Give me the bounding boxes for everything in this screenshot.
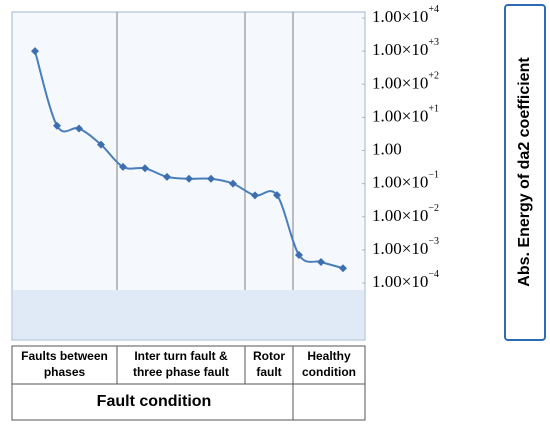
table-border bbox=[11, 345, 366, 421]
y-tick-label: 1.00×10−4 bbox=[372, 269, 439, 291]
y-tick-base: 1.00×10 bbox=[372, 173, 428, 192]
data-point bbox=[229, 179, 237, 188]
y-tick-label: 1.00×10−3 bbox=[372, 236, 439, 258]
data-point bbox=[251, 191, 259, 200]
data-point bbox=[97, 140, 105, 149]
y-tick-base: 1.00 bbox=[372, 139, 402, 158]
y-tick-exponent: −2 bbox=[428, 203, 439, 214]
y-tick-exponent: −3 bbox=[428, 236, 439, 247]
y-tick-label: 1.00×10+3 bbox=[372, 37, 439, 59]
y-tick-base: 1.00×10 bbox=[372, 206, 428, 225]
y-tick-base: 1.00×10 bbox=[372, 7, 428, 26]
y-tick-exponent: +2 bbox=[428, 71, 439, 82]
data-point bbox=[339, 264, 347, 273]
group-label: Inter turn fault & three phase fault bbox=[133, 349, 229, 379]
y-tick-exponent: +1 bbox=[428, 104, 439, 115]
group-label: Faults between phases bbox=[21, 349, 108, 379]
y-tick-label: 1.00 bbox=[372, 139, 402, 158]
table bbox=[11, 345, 366, 421]
y-tick-exponent: −1 bbox=[428, 170, 439, 181]
data-point bbox=[185, 174, 193, 183]
y-tick-label: 1.00×10+1 bbox=[372, 104, 439, 126]
y-tick-exponent: +4 bbox=[428, 4, 439, 15]
data-point bbox=[163, 172, 171, 181]
y-axis-title: Abs. Energy of da2 coefficient bbox=[516, 57, 533, 287]
data-point bbox=[273, 191, 281, 200]
plot-band bbox=[13, 290, 364, 339]
group-label: Rotor fault bbox=[253, 349, 285, 379]
y-tick-label: 1.00×10+4 bbox=[372, 4, 439, 26]
data-point bbox=[207, 174, 215, 183]
y-tick-base: 1.00×10 bbox=[372, 40, 428, 59]
y-tick-base: 1.00×10 bbox=[372, 106, 428, 125]
data-point bbox=[31, 47, 39, 56]
data-point bbox=[295, 251, 303, 260]
y-title-box bbox=[504, 4, 546, 341]
y-tick-exponent: +3 bbox=[428, 37, 439, 48]
y-tick-base: 1.00×10 bbox=[372, 239, 428, 258]
y-tick-label: 1.00×10+2 bbox=[372, 71, 439, 93]
y-tick-base: 1.00×10 bbox=[372, 272, 428, 291]
group-label: Healthy condition bbox=[302, 349, 356, 379]
data-point bbox=[317, 258, 325, 267]
data-point bbox=[53, 121, 61, 130]
y-tick-exponent: −4 bbox=[428, 269, 439, 280]
x-axis-title: Fault condition bbox=[97, 393, 212, 410]
y-tick-label: 1.00×10−2 bbox=[372, 203, 439, 225]
y-tick-base: 1.00×10 bbox=[372, 73, 428, 92]
y-tick-label: 1.00×10−1 bbox=[372, 170, 439, 192]
data-point bbox=[119, 162, 127, 171]
data-point bbox=[75, 124, 83, 133]
data-point bbox=[141, 164, 149, 173]
